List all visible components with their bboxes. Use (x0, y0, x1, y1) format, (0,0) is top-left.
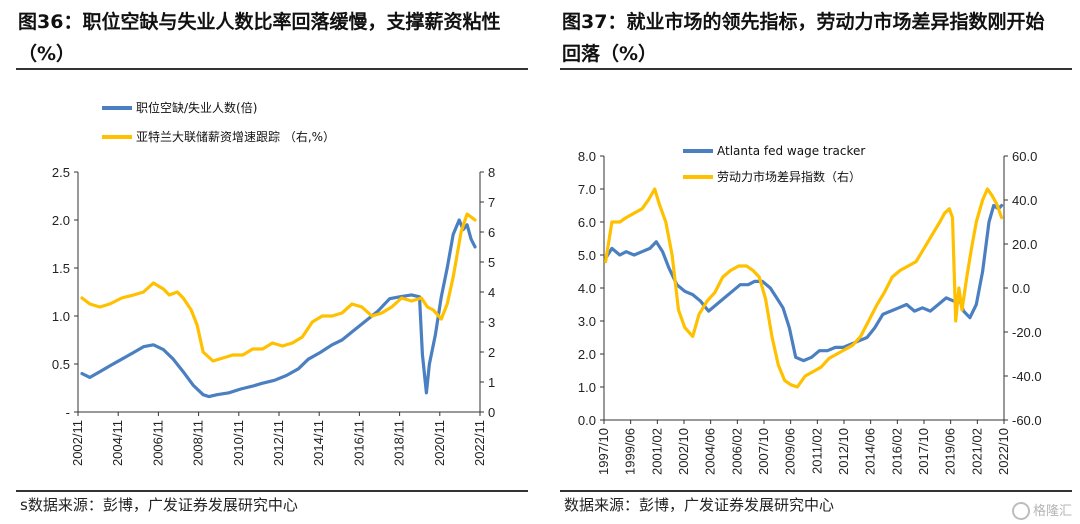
x-tick-label: 2017/10 (916, 428, 931, 475)
left-chart-title: 图36：职位空缺与失业人数比率回落缓慢，支撑薪资粘性（%） (18, 11, 501, 65)
x-tick-label: 2002/10 (676, 428, 691, 475)
x-tick-label: 2019/06 (943, 428, 958, 475)
x-tick-label: 2001/02 (649, 428, 664, 475)
right-chart-panel: 图37：就业市场的领先指标，劳动力市场差异指数刚开始回落（%） 0.0 1.0 2.… (552, 0, 1072, 524)
x-tick-label: 1997/10 (596, 428, 611, 475)
y-tick-label-right: 2 (488, 345, 495, 360)
left-chart: - 0.5 1.0 1.5 2.0 2.5 0 1 2 3 4 5 6 7 8 2002/11 2004/11 2… (52, 100, 495, 466)
y-tick-label-right: 6 (488, 225, 495, 240)
y-tick-label-left: 2.5 (52, 165, 70, 180)
y-tick-label-right: 3 (488, 315, 495, 330)
y-tick-label-right: 40.0 (1012, 193, 1037, 208)
y-tick-label-left: 0.0 (578, 413, 596, 428)
y-tick-label-left: 1.5 (52, 261, 70, 276)
legend-label-1: 职位空缺/失业人数(倍) (136, 100, 257, 115)
y-tick-label-left: 1.0 (52, 309, 70, 324)
y-tick-label-left: 4.0 (578, 281, 596, 296)
y-tick-label-right: 60.0 (1012, 149, 1037, 164)
legend-label-2: 亚特兰大联储薪资增速跟踪 （右,%） (136, 129, 335, 144)
x-tick-label: 2004/11 (110, 420, 125, 466)
right-chart-title: 图37：就业市场的领先指标，劳动力市场差异指数刚开始回落（%） (562, 11, 1045, 65)
y-tick-label-right: 8 (488, 165, 495, 180)
right-source-rule (560, 490, 1072, 492)
x-tick-label: 2007/10 (756, 428, 771, 475)
x-tick-label: 2016/02 (889, 428, 904, 475)
right-source-note: 数据来源：彭博，广发证券发展研究中心 (564, 496, 835, 514)
series-line-1 (80, 218, 477, 399)
y-tick-label-right: 0 (488, 405, 495, 420)
y-tick-label-right: -40.0 (1012, 369, 1042, 384)
y-tick-label-left: 2.0 (578, 347, 596, 362)
legend-label-1: Atlanta fed wage tracker (717, 144, 865, 158)
left-source-note: s数据来源：彭博，广发证券发展研究中心 (20, 496, 298, 514)
y-tick-label-left: - (66, 405, 70, 420)
x-tick-label: 2022/10 (996, 428, 1011, 475)
y-tick-label-right: 0.0 (1012, 281, 1030, 296)
y-tick-label-left: 1.0 (578, 380, 596, 395)
legend-label-2: 劳动力市场差异指数（右） (717, 169, 861, 184)
y-tick-label-right: 1 (488, 375, 495, 390)
y-tick-label-right: 4 (488, 285, 495, 300)
watermark: 格隆汇 (1011, 500, 1072, 520)
x-tick-label: 2016/11 (351, 420, 366, 466)
x-tick-label: 2010/11 (231, 420, 246, 466)
watermark-logo-icon (1011, 502, 1030, 520)
y-tick-label-left: 3.0 (578, 314, 596, 329)
x-tick-label: 2018/11 (392, 420, 407, 466)
x-tick-label: 2021/02 (969, 428, 984, 475)
x-tick-label: 2011/02 (809, 428, 824, 474)
x-tick-label: 2012/10 (836, 428, 851, 475)
right-title-rule (560, 68, 1072, 70)
left-chart-panel: 图36：职位空缺与失业人数比率回落缓慢，支撑薪资粘性（%） - 0.5 1.0 1.5… (8, 0, 528, 524)
watermark-text: 格隆汇 (1032, 503, 1072, 519)
right-chart: 0.0 1.0 2.0 3.0 4.0 5.0 6.0 7.0 8.0 -60.0 -40.0 -20… (578, 144, 1042, 475)
left-title-rule (16, 68, 528, 70)
series-line-1 (603, 203, 1004, 363)
y-tick-label-right: 7 (488, 195, 495, 210)
y-tick-label-left: 0.5 (52, 357, 70, 372)
y-tick-label-left: 2.0 (52, 213, 70, 228)
x-tick-label: 2004/06 (703, 428, 718, 475)
x-tick-label: 2006/11 (150, 420, 165, 466)
x-tick-label: 2014/11 (311, 420, 326, 466)
y-tick-label-right: 5 (488, 255, 495, 270)
y-tick-label-left: 8.0 (578, 149, 596, 164)
y-tick-label-left: 5.0 (578, 248, 596, 263)
series-line-2 (80, 212, 477, 363)
x-tick-label: 2002/11 (70, 420, 85, 466)
x-tick-label: 2022/11 (472, 420, 487, 466)
y-tick-label-right: -60.0 (1012, 413, 1042, 428)
x-tick-label: 2006/02 (729, 428, 744, 475)
x-tick-label: 2014/06 (863, 428, 878, 475)
y-tick-label-left: 6.0 (578, 215, 596, 230)
y-tick-label-right: 20.0 (1012, 237, 1037, 252)
y-tick-label-right: -20.0 (1012, 325, 1042, 340)
x-tick-label: 2008/11 (191, 420, 206, 466)
series-line-2 (603, 187, 1004, 389)
x-tick-label: 2012/11 (271, 420, 286, 466)
x-tick-label: 1999/06 (623, 428, 638, 475)
x-tick-label: 2009/06 (783, 428, 798, 475)
x-tick-label: 2020/11 (432, 420, 447, 466)
left-source-rule (16, 490, 528, 492)
y-tick-label-left: 7.0 (578, 182, 596, 197)
